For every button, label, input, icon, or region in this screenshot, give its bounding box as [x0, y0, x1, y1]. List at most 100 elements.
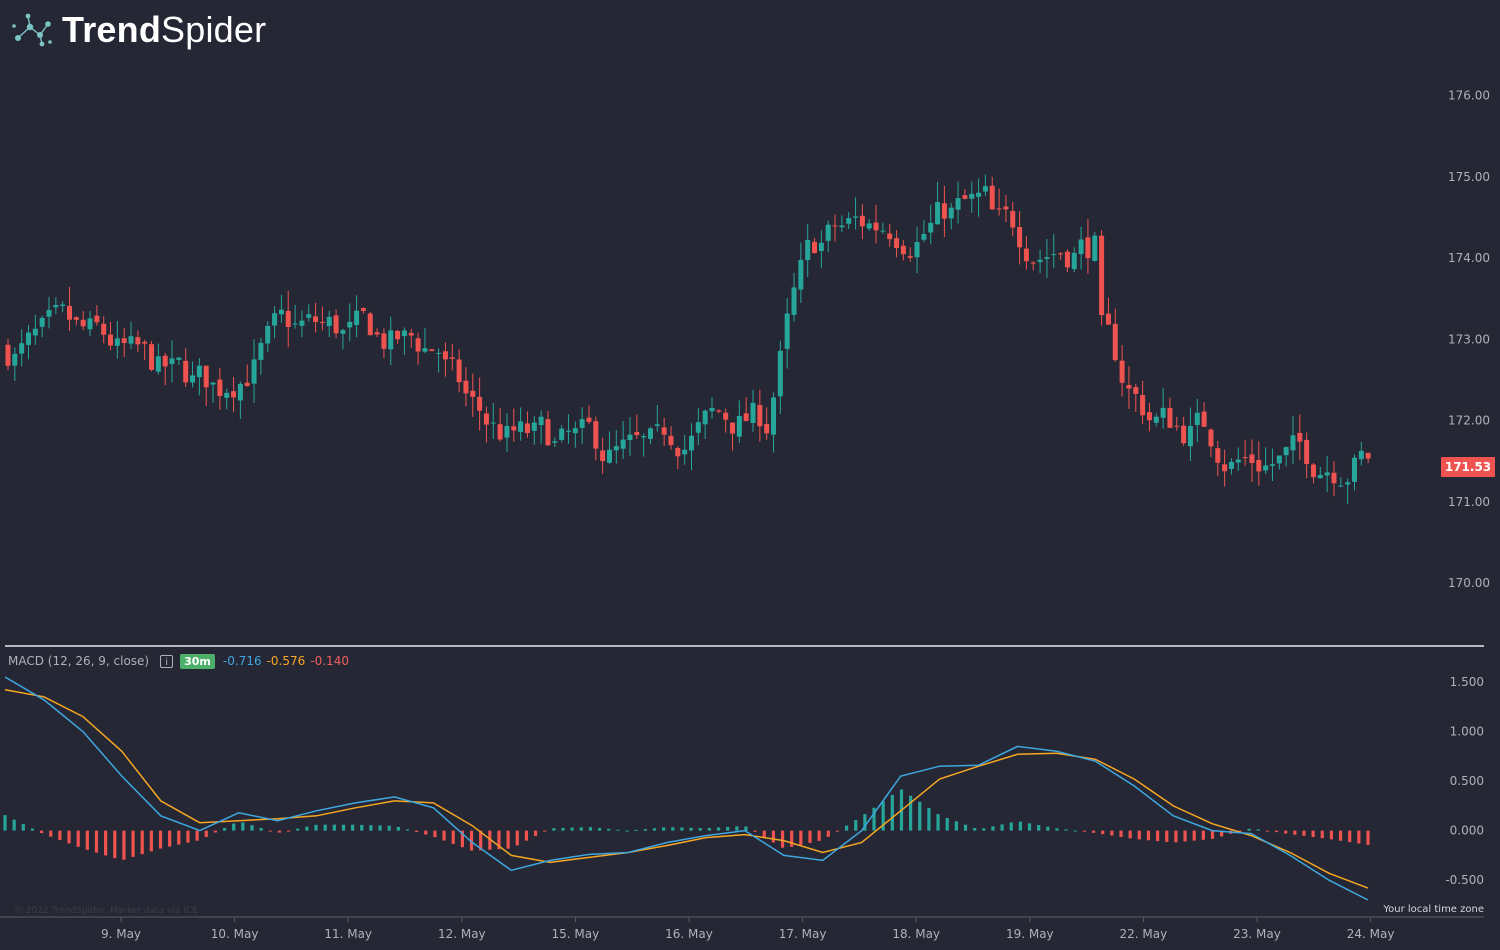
- histogram-bar: [177, 830, 181, 845]
- candle-body: [859, 215, 865, 227]
- histogram-bar: [1220, 830, 1224, 837]
- candle-body: [285, 310, 291, 327]
- candle-body: [695, 422, 701, 433]
- candle-body: [395, 330, 401, 340]
- candle-body: [1017, 227, 1023, 248]
- time-tick-label: 18. May: [892, 927, 940, 941]
- timezone-label[interactable]: Your local time zone: [1383, 904, 1484, 915]
- histogram-bar: [85, 830, 89, 850]
- candle-body: [962, 195, 968, 199]
- histogram-bar: [277, 830, 282, 833]
- time-tick-label: 9. May: [101, 927, 141, 941]
- candle-body: [730, 422, 736, 434]
- info-icon[interactable]: i: [160, 654, 174, 668]
- histogram-bar: [1110, 830, 1114, 836]
- histogram-bar: [341, 824, 346, 831]
- price-axis[interactable]: 176.00 175.00 174.00 173.00 172.00 171.00 170.…: [1448, 89, 1490, 591]
- histogram-bar: [1265, 830, 1269, 832]
- candle-body: [19, 343, 25, 354]
- macd-axis[interactable]: 1.500 1.000 0.500 0.000 -0.500: [1445, 675, 1484, 887]
- candle-body: [613, 446, 619, 451]
- candle-body: [750, 402, 756, 424]
- macd-indicator-name[interactable]: MACD (12, 26, 9, close): [8, 654, 150, 668]
- histogram-bar: [1165, 830, 1169, 842]
- candle-body: [108, 334, 114, 346]
- histogram-bar: [122, 830, 126, 860]
- candle-body: [647, 428, 653, 439]
- histogram-bar: [1055, 828, 1059, 831]
- candle-body: [354, 310, 360, 326]
- histogram-bar: [497, 830, 501, 850]
- candle-body: [1194, 412, 1200, 425]
- candle-body: [866, 223, 872, 229]
- candle-body: [1222, 464, 1228, 472]
- candle-body: [1249, 454, 1255, 463]
- histogram-bar: [1201, 830, 1205, 840]
- price-tick-label: 174.00: [1448, 251, 1490, 265]
- candle-body: [1085, 237, 1091, 259]
- histogram-bar: [652, 828, 657, 831]
- histogram-bar: [58, 830, 62, 841]
- candle-body: [1051, 254, 1057, 256]
- candle-body: [190, 375, 196, 383]
- histogram-bar: [76, 830, 80, 847]
- candle-body: [1290, 435, 1296, 451]
- candle-body: [1133, 387, 1139, 394]
- candle-body: [319, 321, 325, 324]
- macd-value: -0.716: [222, 654, 262, 668]
- histogram-bar: [689, 827, 693, 831]
- candle-body: [620, 439, 626, 449]
- histogram-bar: [305, 826, 309, 831]
- histogram-bar: [113, 830, 117, 859]
- candle-body: [374, 332, 380, 335]
- histogram-bar: [1119, 830, 1123, 837]
- histogram-bar: [780, 830, 785, 848]
- candle-body: [1078, 239, 1084, 255]
- candle-body: [914, 242, 920, 258]
- candle-body: [627, 434, 633, 441]
- histogram-bar: [332, 824, 336, 831]
- histogram-bar: [1293, 830, 1297, 835]
- histogram-bar: [268, 830, 272, 832]
- candle-body: [497, 424, 503, 440]
- macd-tick-label: 0.000: [1450, 824, 1484, 838]
- histogram-bar: [104, 830, 108, 856]
- candle-body: [723, 412, 729, 420]
- price-tick-label: 171.00: [1448, 495, 1490, 509]
- histogram-bar: [424, 830, 428, 835]
- histogram-bar: [506, 830, 510, 849]
- candle-body: [483, 413, 489, 425]
- macd-line: [4, 676, 1369, 901]
- histogram-bar: [1082, 830, 1087, 832]
- histogram-bar: [634, 829, 638, 831]
- time-axis[interactable]: 9. May 10. May 11. May 12. May 15. May 16. Ma…: [101, 917, 1394, 941]
- histogram-bar: [835, 830, 840, 832]
- histogram-bar: [195, 830, 199, 841]
- candle-body: [326, 316, 332, 327]
- histogram-bar: [131, 830, 135, 857]
- candle-body: [477, 396, 483, 411]
- candle-body: [5, 344, 11, 366]
- copyright-notice: © 2022 TrendSpider. Market data via ICE: [14, 906, 198, 916]
- timeframe-badge[interactable]: 30m: [180, 653, 215, 669]
- histogram-bar: [1284, 830, 1288, 834]
- candle-body: [969, 193, 975, 199]
- histogram-bar: [662, 827, 666, 831]
- candle-body: [976, 192, 982, 197]
- histogram-bar: [945, 817, 949, 831]
- candle-body: [224, 392, 230, 398]
- candle-body: [1071, 252, 1077, 270]
- histogram-bar: [488, 830, 492, 850]
- price-tick-label: 176.00: [1448, 89, 1490, 103]
- candle-body: [183, 360, 189, 383]
- candle-body: [689, 435, 694, 451]
- candle-body: [606, 449, 612, 463]
- candle-body: [278, 309, 284, 315]
- candle-body: [408, 332, 414, 336]
- histogram-bar: [1329, 830, 1334, 840]
- histogram-bar: [1320, 830, 1324, 839]
- histogram-bar: [21, 824, 25, 831]
- histogram-bar: [1137, 830, 1141, 840]
- histogram-bar: [396, 826, 400, 831]
